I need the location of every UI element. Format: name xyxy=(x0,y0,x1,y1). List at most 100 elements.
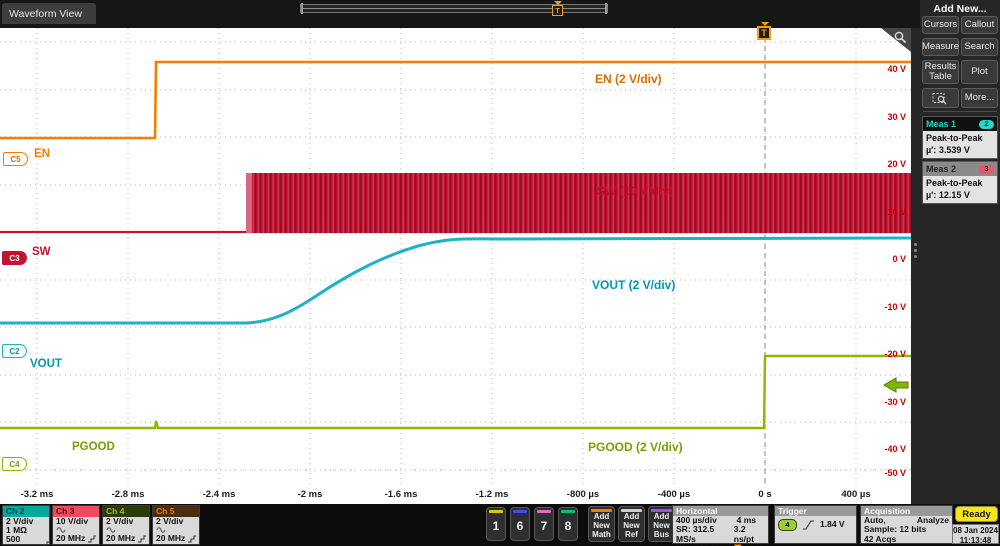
add-new-bus-label: Add New Bus xyxy=(653,512,670,539)
vaxis-n30: -30 V xyxy=(884,397,906,407)
key-button-7[interactable]: 7 xyxy=(534,507,554,541)
trigger-position-mini-marker[interactable]: T xyxy=(552,1,564,16)
en-trace-label: EN (2 V/div) xyxy=(595,72,662,86)
ch5-bandwidth: 20 MHz xyxy=(156,533,186,544)
horizontal-pct: 84% xyxy=(745,543,762,546)
meas2-type: Peak-to-Peak xyxy=(926,178,983,188)
channel-badge-ch5[interactable]: Ch 5 2 V/div 20 MHz xyxy=(152,505,200,545)
key-button-1[interactable]: 1 xyxy=(486,507,506,541)
en-channel-tag[interactable]: C5 xyxy=(3,152,28,166)
pgood-channel-name: PGOOD xyxy=(72,441,115,453)
add-new-math-button[interactable]: Add New Math xyxy=(588,506,615,542)
zoom-select-button[interactable] xyxy=(922,88,959,108)
vaxis-40: 40 V xyxy=(887,64,906,74)
channel-badge-ch3[interactable]: Ch 3 10 V/div 20 MHz xyxy=(52,505,100,545)
ch3-label: Ch 3 xyxy=(53,506,99,517)
vout-trace xyxy=(0,236,911,325)
measure-button[interactable]: Measure xyxy=(922,38,959,56)
zoom-corner-flag[interactable] xyxy=(881,28,911,52)
acquisition-panel[interactable]: Acquisition Auto, Analyze Sample: 12 bit… xyxy=(860,505,953,544)
bw-limit-icon xyxy=(43,541,49,546)
trigger-t-icon: T xyxy=(757,26,771,40)
scrollbar-handle[interactable] xyxy=(914,243,917,261)
taxis-2: -2.4 ms xyxy=(202,489,236,500)
grid-lines xyxy=(0,28,911,487)
trigger-title: Trigger xyxy=(775,506,856,516)
sw-trace xyxy=(0,173,911,234)
date-label: 08 Jan 2024 xyxy=(953,526,998,535)
ch2-scale: 2 V/div xyxy=(6,516,34,526)
bw-limit-icon xyxy=(88,535,97,543)
trigger-mini-t-icon: T xyxy=(552,5,563,16)
right-panel-divider xyxy=(923,111,997,112)
meas1-source-pill: 2 xyxy=(979,119,994,129)
graticule-scrollbar[interactable] xyxy=(911,28,920,504)
horizontal-pt: 3.2 ns/pt xyxy=(733,524,755,544)
sw-channel-name: SW xyxy=(32,246,51,258)
cursors-button[interactable]: Cursors xyxy=(922,16,959,34)
meas2-badge[interactable]: Meas 2 3 Peak-to-Peak µ′: 12.15 V xyxy=(922,161,998,204)
waveform-view-tab[interactable]: Waveform View xyxy=(2,3,96,24)
ready-button[interactable]: Ready xyxy=(955,506,998,522)
taxis-7: -400 µs xyxy=(657,489,691,500)
channel-badge-ch4[interactable]: Ch 4 2 V/div 20 MHz xyxy=(102,505,150,545)
datetime-badge: 08 Jan 2024 11:13:48 AM xyxy=(952,524,999,546)
add-new-title: Add New... xyxy=(933,3,987,15)
meas1-type: Peak-to-Peak xyxy=(926,133,983,143)
trigger-level-arrow-icon[interactable] xyxy=(883,377,909,393)
key-button-8[interactable]: 8 xyxy=(558,507,578,541)
horizontal-sr: SR: 312.5 MS/s xyxy=(676,524,715,544)
track-right-bracket xyxy=(605,3,607,14)
trigger-arrow-icon xyxy=(760,22,769,26)
search-button[interactable]: Search xyxy=(961,38,998,56)
ch2-label: Ch 2 xyxy=(3,506,49,517)
sw-channel-tag[interactable]: C3 xyxy=(2,251,27,265)
add-new-ref-button[interactable]: Add New Ref xyxy=(618,506,645,542)
waveform-canvas xyxy=(0,28,911,487)
trigger-panel[interactable]: Trigger 4 1.84 V xyxy=(774,505,857,544)
sw-trace-label: SW (10 V/div) xyxy=(597,184,674,198)
trigger-level: 1.84 V xyxy=(820,519,845,530)
bw-limit-icon xyxy=(188,535,197,543)
horizontal-window: 4 ms xyxy=(736,515,756,525)
key1-stripe xyxy=(489,510,503,513)
pgood-trace-label: PGOOD (2 V/div) xyxy=(588,440,683,454)
horizontal-position-track[interactable] xyxy=(300,3,608,14)
meas2-source-pill: 3 xyxy=(979,164,994,174)
results-table-button[interactable]: Results Table xyxy=(922,60,959,84)
horizontal-title: Horizontal xyxy=(673,506,768,516)
key-button-6[interactable]: 6 xyxy=(510,507,530,541)
bw-limit-icon xyxy=(138,535,147,543)
key7-label: 7 xyxy=(540,519,548,533)
taxis-6: -800 µs xyxy=(566,489,600,500)
more-button[interactable]: More... xyxy=(961,88,998,108)
vaxis-n40: -40 V xyxy=(884,444,906,454)
taxis-8: 0 s xyxy=(758,489,772,500)
taxis-4: -1.6 ms xyxy=(384,489,418,500)
zoom-select-icon xyxy=(932,92,947,104)
taxis-0: -3.2 ms xyxy=(20,489,54,500)
acquisition-analyze: Analyze xyxy=(916,515,949,525)
ref-stripe xyxy=(621,509,642,512)
key1-label: 1 xyxy=(492,519,500,533)
add-new-bus-button[interactable]: Add New Bus xyxy=(648,506,675,542)
horizontal-panel[interactable]: Horizontal 400 µs/div 4 ms SR: 312.5 MS/… xyxy=(672,505,769,546)
probe-wave-icon xyxy=(56,527,66,533)
channel-badge-ch2[interactable]: Ch 2 2 V/div 1 MΩ 500 MHz xyxy=(2,505,50,546)
waveform-graticule[interactable] xyxy=(0,28,911,504)
ch2-impedance: 1 MΩ xyxy=(6,525,27,536)
ch5-label: Ch 5 xyxy=(153,506,199,517)
trigger-position-marker[interactable]: T xyxy=(757,22,772,41)
trigger-source-pill: 4 xyxy=(778,519,797,531)
probe-wave-icon xyxy=(156,527,166,533)
en-trace xyxy=(0,60,911,140)
acquisition-mode: Auto, xyxy=(864,515,886,525)
meas1-value: µ′: 3.539 V xyxy=(926,145,970,155)
pgood-channel-tag[interactable]: C4 xyxy=(2,457,27,471)
ch4-scale: 2 V/div xyxy=(106,516,134,526)
meas1-badge[interactable]: Meas 1 2 Peak-to-Peak µ′: 3.539 V xyxy=(922,116,998,159)
plot-button[interactable]: Plot xyxy=(961,60,998,84)
vout-channel-tag[interactable]: C2 xyxy=(2,344,27,358)
ch4-label: Ch 4 xyxy=(103,506,149,517)
callout-button[interactable]: Callout xyxy=(961,16,998,34)
